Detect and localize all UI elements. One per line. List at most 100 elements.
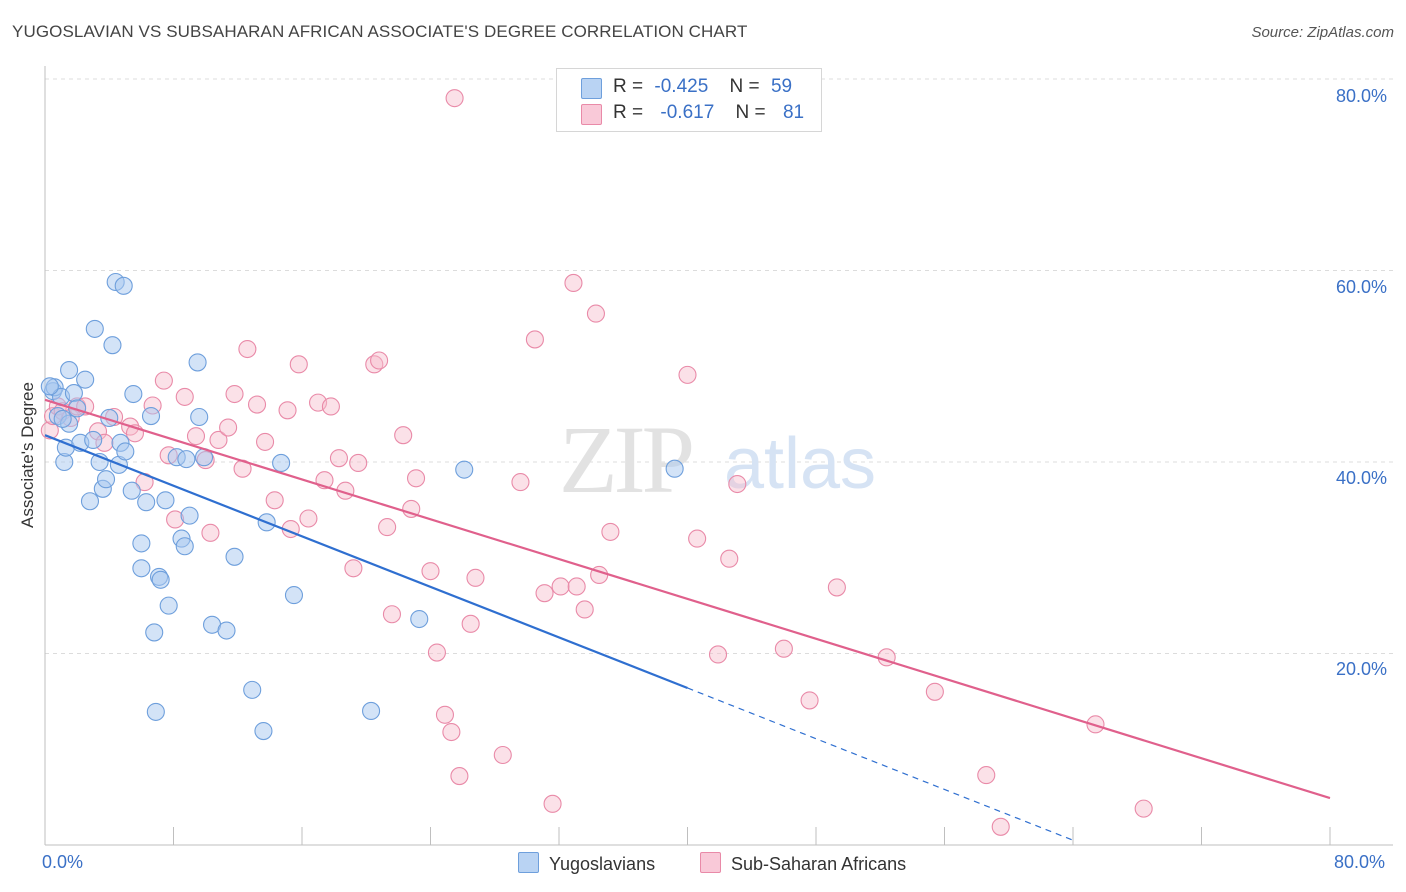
y-tick-20: 20.0% xyxy=(1336,659,1388,679)
legend-r-value: -0.425 xyxy=(654,76,709,97)
sub-saharan-point xyxy=(442,722,461,742)
yugoslavian-point xyxy=(85,319,104,338)
x-tick-max: 80.0% xyxy=(1334,852,1386,872)
sub-saharan-point xyxy=(450,767,469,786)
legend-n-label: N = xyxy=(729,76,760,97)
sub-saharan-trend-line xyxy=(44,398,1331,800)
yugoslavian-point xyxy=(80,492,100,511)
legend-r-label: R = xyxy=(613,76,644,97)
yugoslavians-swatch xyxy=(518,852,539,873)
yugoslavian-point xyxy=(180,506,199,525)
series-legend-sub-saharan: Sub-Saharan Africans xyxy=(700,852,906,875)
sub-saharan-point xyxy=(349,453,368,473)
yugoslavian-point xyxy=(141,406,161,426)
sub-saharan-point xyxy=(256,432,275,451)
sub-saharan-point xyxy=(154,371,173,390)
yugoslavian-point xyxy=(225,547,244,566)
source-label: Source: ZipAtlas.com xyxy=(1251,24,1394,41)
yugoslavian-point xyxy=(159,596,178,615)
sub-saharan-point xyxy=(219,418,238,437)
yugoslavian-point xyxy=(156,491,175,510)
sub-saharan-point xyxy=(678,365,697,384)
yugoslavian-point xyxy=(175,537,194,556)
sub-saharan-point xyxy=(427,643,446,662)
yugoslavian-point xyxy=(243,680,262,699)
sub-saharan-points xyxy=(40,89,1153,836)
y-tick-80: 80.0% xyxy=(1336,86,1388,106)
legend-n-value: 59 xyxy=(770,76,793,97)
yugoslavian-point xyxy=(146,702,165,721)
sub-saharan-point xyxy=(299,509,318,528)
legend-r-label: R = xyxy=(613,102,644,123)
sub-saharan-point xyxy=(289,355,308,374)
sub-saharan-point xyxy=(175,387,194,406)
yugoslavian-point xyxy=(145,623,164,642)
yugoslavian-point xyxy=(455,460,474,479)
sub-saharan-point xyxy=(321,397,340,416)
sub-saharan-point xyxy=(977,766,996,785)
legend-n-value: 81 xyxy=(782,102,805,123)
legend-swatch-blue xyxy=(581,78,602,99)
sub-saharan-point xyxy=(827,578,846,597)
yugoslavian-points xyxy=(40,272,684,741)
y-tick-60: 60.0% xyxy=(1336,277,1388,297)
trend-lines xyxy=(44,398,1331,841)
yugoslavian-point xyxy=(665,459,684,478)
sub-saharan-point xyxy=(225,384,244,404)
sub-saharan-point xyxy=(720,549,739,568)
watermark: ZIP atlas xyxy=(559,406,876,513)
yugoslavian-point xyxy=(284,586,304,605)
gridlines xyxy=(45,78,1393,654)
correlation-legend: R = -0.425 N = 59 R = -0.617 N = 81 xyxy=(556,68,822,132)
sub-saharan-point xyxy=(435,705,455,724)
sub-saharan-point xyxy=(728,474,747,494)
yugoslavian-point xyxy=(177,450,196,469)
sub-saharan-point xyxy=(511,473,530,492)
sub-saharan-swatch xyxy=(700,852,721,873)
sub-saharan-point xyxy=(445,89,464,108)
yugoslavian-point xyxy=(254,722,273,741)
sub-saharan-point xyxy=(800,691,819,710)
sub-saharan-point xyxy=(688,529,707,548)
sub-saharan-point xyxy=(601,522,620,541)
sub-saharan-point xyxy=(344,559,363,578)
yugoslavian-point xyxy=(132,534,151,553)
sub-saharan-point xyxy=(421,562,440,581)
yugoslavian-point xyxy=(68,399,87,418)
sub-saharan-point xyxy=(394,426,413,445)
sub-saharan-point xyxy=(567,577,586,596)
sub-saharan-point xyxy=(708,645,728,664)
yugoslavian-trend-extension xyxy=(687,687,1074,841)
sub-saharan-point xyxy=(925,682,944,701)
axes xyxy=(44,66,1393,846)
yugoslavian-point xyxy=(188,353,207,372)
sub-saharan-point xyxy=(1134,799,1153,818)
sub-saharan-point xyxy=(493,745,512,765)
sub-saharan-point xyxy=(461,614,480,633)
y-tick-40: 40.0% xyxy=(1336,468,1388,488)
sub-saharan-point xyxy=(774,639,793,658)
sub-saharan-point xyxy=(370,351,389,370)
yugoslavians-label: Yugoslavians xyxy=(549,854,656,874)
yugoslavian-point xyxy=(272,453,291,473)
sub-saharan-point xyxy=(265,491,284,510)
watermark-zip: ZIP xyxy=(559,406,692,513)
yugoslavian-point xyxy=(217,621,236,640)
sub-saharan-point xyxy=(238,339,257,359)
yugoslavian-point xyxy=(84,430,103,450)
sub-saharan-point xyxy=(186,427,206,446)
sub-saharan-point xyxy=(564,273,583,292)
sub-saharan-point xyxy=(278,401,297,420)
yugoslavian-point xyxy=(114,276,133,295)
yugoslavian-point xyxy=(40,377,59,396)
sub-saharan-point xyxy=(247,395,267,414)
watermark-atlas: atlas xyxy=(724,424,876,504)
yugoslavian-point xyxy=(103,336,122,355)
sub-saharan-point xyxy=(382,605,402,624)
yugoslavian-point xyxy=(124,384,143,404)
sub-saharan-point xyxy=(525,330,544,349)
sub-saharan-point xyxy=(466,568,485,587)
yugoslavian-point xyxy=(132,559,151,578)
x-tick-min: 0.0% xyxy=(42,852,84,872)
